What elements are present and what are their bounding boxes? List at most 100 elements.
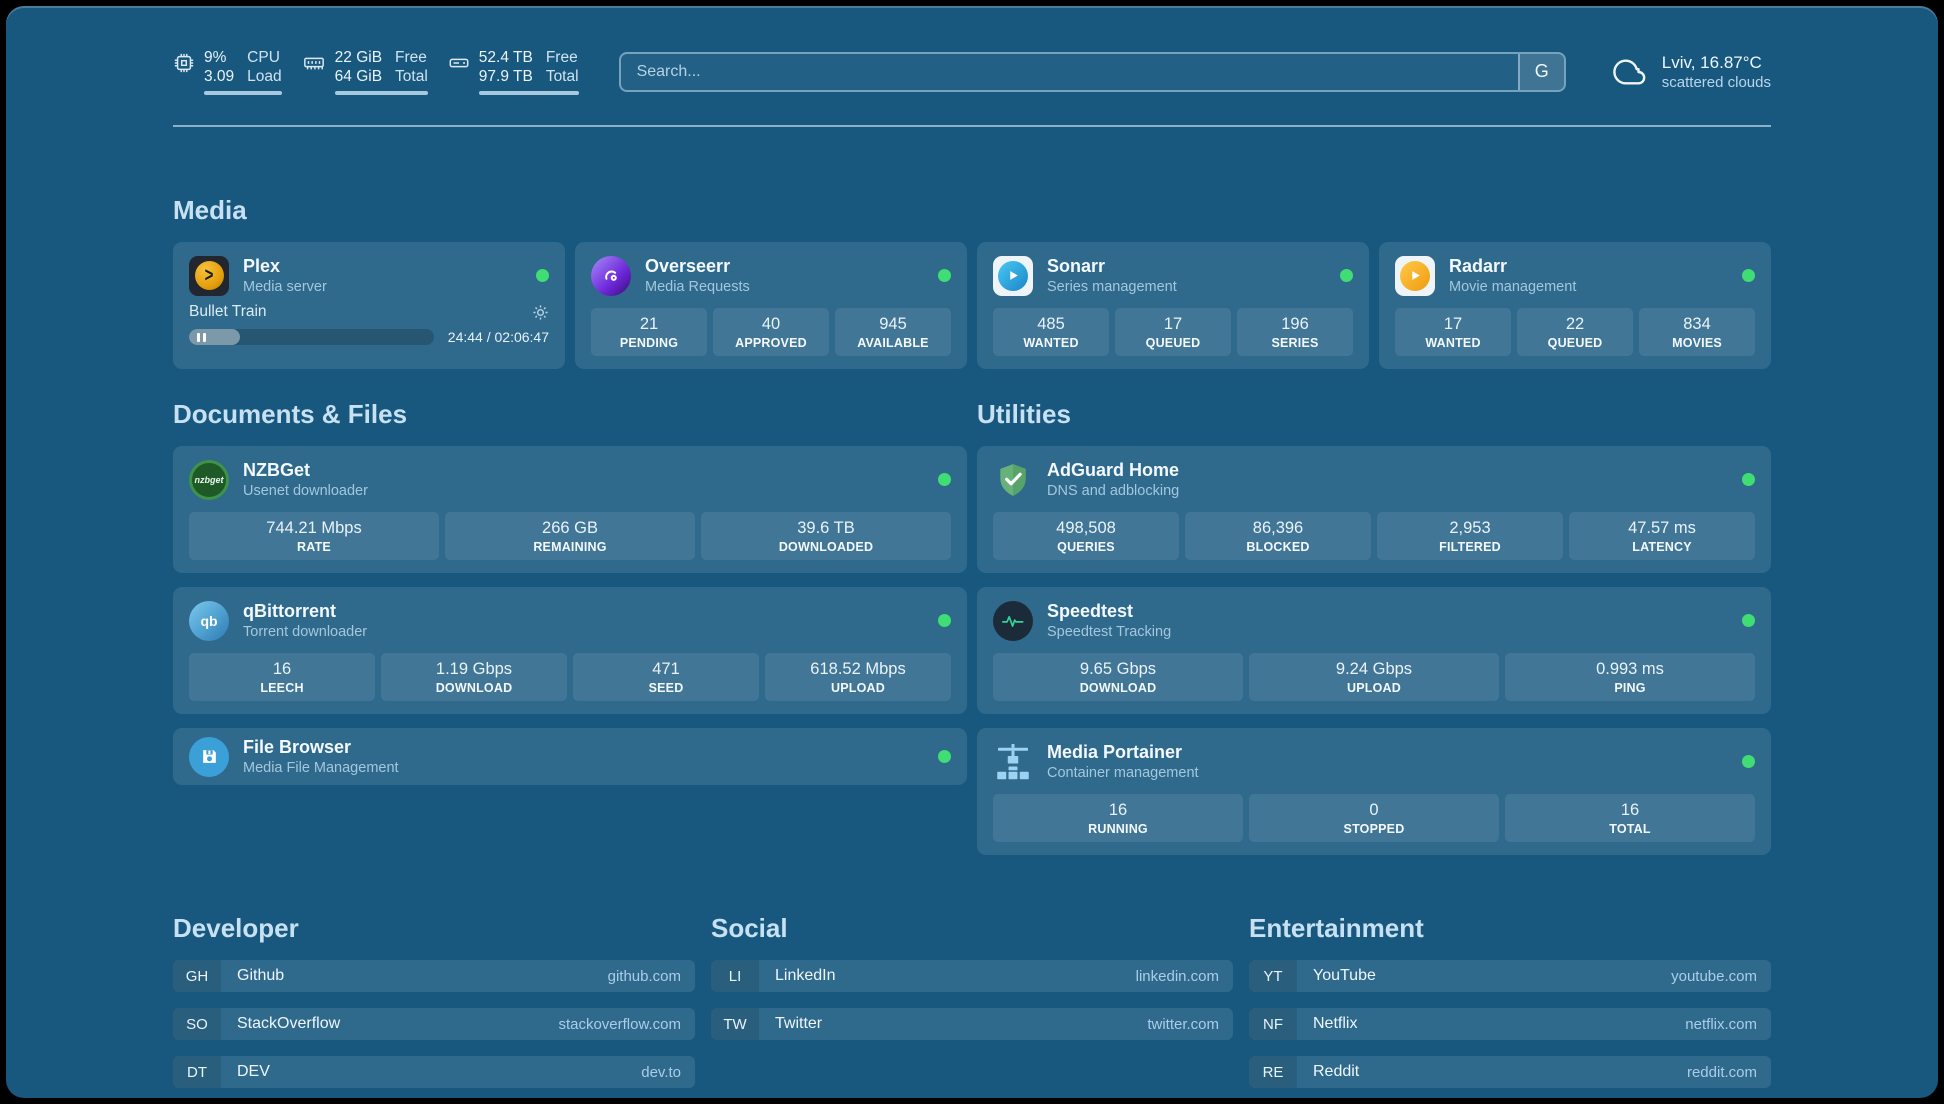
service-name: File Browser: [243, 737, 352, 757]
stat-label: FILTERED: [1439, 540, 1501, 554]
stat-value: 266 GB: [542, 519, 598, 537]
playback-time: 24:44 / 02:06:47: [447, 329, 549, 345]
plex-icon-circle: >: [194, 261, 224, 290]
bookmark-name: DEV: [237, 1063, 270, 1080]
status-dot: [1742, 269, 1755, 282]
stat-label: LEECH: [260, 681, 304, 695]
memory-rows: 22 GiB 64 GiB Free Total: [335, 48, 428, 86]
stat-value: 39.6 TB: [797, 519, 855, 537]
service-name: AdGuard Home: [1047, 460, 1180, 480]
plex-chevron-icon: >: [204, 264, 214, 287]
bookmark-abbr: YT: [1249, 960, 1297, 992]
stat-download: 1.19 Gbps DOWNLOAD: [381, 653, 567, 701]
nzbget-icon: nzbget: [189, 459, 229, 500]
media-grid: > Plex Media server Bullet Train: [173, 242, 1771, 369]
bookmark-group-entertainment: Entertainment YT YouTube youtube.com NF …: [1249, 913, 1771, 1088]
service-card-filebrowser[interactable]: File Browser Media File Management: [173, 728, 967, 785]
service-description: Usenet downloader: [243, 483, 368, 499]
service-card-qbittorrent[interactable]: qb qBittorrent Torrent downloader: [173, 587, 967, 714]
bookmark-abbr: TW: [711, 1008, 759, 1040]
stat-label: QUERIES: [1057, 540, 1115, 554]
service-description: Speedtest Tracking: [1047, 624, 1172, 640]
memory-label-bottom: Total: [395, 68, 428, 85]
stat-available: 945 AVAILABLE: [835, 308, 951, 356]
status-dot: [536, 269, 549, 282]
stat-value: 47.57 ms: [1628, 519, 1696, 537]
stat-label: LATENCY: [1632, 540, 1692, 554]
pause-icon[interactable]: [203, 332, 206, 342]
service-description: Movie management: [1449, 279, 1577, 295]
social-bookmark-list: LI LinkedIn linkedin.com TW Twitter twit…: [711, 960, 1233, 1040]
plex-titles: Plex Media server: [243, 255, 536, 296]
service-name: Plex: [243, 256, 281, 276]
developer-group-title: Developer: [173, 913, 299, 943]
service-description: Media Requests: [645, 279, 750, 295]
bookmark-stackoverflow[interactable]: SO StackOverflow stackoverflow.com: [173, 1008, 695, 1040]
header-divider: [173, 125, 1771, 127]
bookmark-netflix[interactable]: NF Netflix netflix.com: [1249, 1008, 1771, 1040]
service-card-overseerr[interactable]: Overseerr Media Requests 21 PENDING 40 A…: [575, 242, 967, 369]
bookmark-abbr: LI: [711, 960, 759, 992]
bookmark-linkedin[interactable]: LI LinkedIn linkedin.com: [711, 960, 1233, 992]
playback-progress-bar[interactable]: [189, 329, 434, 345]
plex-settings-button[interactable]: [532, 304, 549, 321]
service-card-sonarr[interactable]: Sonarr Series management 485 WANTED 17 Q…: [977, 242, 1369, 369]
service-description: Container management: [1047, 765, 1199, 781]
stat-series: 196 SERIES: [1237, 308, 1353, 356]
pause-icon[interactable]: [197, 332, 200, 342]
search-bar: G: [618, 51, 1566, 92]
nzbget-icon-circle: nzbget: [189, 459, 229, 500]
bookmark-reddit[interactable]: RE Reddit reddit.com: [1249, 1056, 1771, 1088]
service-card-nzbget[interactable]: nzbget NZBGet Usenet downloader 74: [173, 446, 967, 573]
speedtest-card-head: Speedtest Speedtest Tracking: [993, 600, 1755, 641]
stat-upload: 618.52 Mbps UPLOAD: [765, 653, 951, 701]
player-row: 24:44 / 02:06:47: [189, 329, 549, 345]
memory-free-value: 22 GiB: [334, 49, 383, 66]
stat-label: RUNNING: [1088, 822, 1148, 836]
memory-values: 22 GiB 64 GiB: [335, 48, 382, 86]
stat-label: SERIES: [1271, 336, 1319, 350]
bookmark-youtube[interactable]: YT YouTube youtube.com: [1249, 960, 1771, 992]
service-card-speedtest[interactable]: Speedtest Speedtest Tracking 9.65 Gbps D…: [977, 587, 1771, 714]
stat-value: 40: [761, 315, 781, 333]
stat-value: 9.65 Gbps: [1079, 660, 1157, 678]
radarr-titles: Radarr Movie management: [1449, 255, 1742, 296]
stat-label: STOPPED: [1343, 822, 1405, 836]
disk-icon: [448, 52, 470, 74]
overseerr-icon: [591, 255, 631, 296]
bookmark-abbr: SO: [173, 1008, 221, 1040]
documents-column: Documents & Files nzbget NZBGet: [173, 399, 967, 855]
service-card-portainer[interactable]: Media Portainer Container management 16 …: [977, 728, 1771, 855]
service-description: DNS and adblocking: [1047, 483, 1180, 499]
memory-label-top: Free: [395, 49, 427, 66]
stat-label: SEED: [648, 681, 684, 695]
service-card-adguard[interactable]: AdGuard Home DNS and adblocking 498,508 …: [977, 446, 1771, 573]
stat-value: 618.52 Mbps: [810, 660, 906, 678]
stat-value: 196: [1281, 315, 1309, 333]
documents-cards: nzbget NZBGet Usenet downloader 74: [173, 446, 967, 785]
bookmark-name: LinkedIn: [775, 967, 836, 984]
stat-label: QUEUED: [1145, 336, 1201, 350]
entertainment-bookmark-list: YT YouTube youtube.com NF Netflix netfli…: [1249, 960, 1771, 1088]
weather-widget[interactable]: Lviv, 16.87°C scattered clouds: [1610, 52, 1771, 92]
qbittorrent-icon: qb: [189, 600, 229, 641]
social-group-title: Social: [711, 913, 788, 943]
stat-label: DOWNLOADED: [778, 540, 874, 554]
bookmark-dev[interactable]: DT DEV dev.to: [173, 1056, 695, 1088]
bookmark-github[interactable]: GH Github github.com: [173, 960, 695, 992]
stat-value: 2,953: [1449, 519, 1491, 537]
service-card-plex[interactable]: > Plex Media server Bullet Train: [173, 242, 565, 369]
speedtest-titles: Speedtest Speedtest Tracking: [1047, 600, 1742, 641]
search-provider-button[interactable]: G: [1517, 53, 1564, 90]
weather-condition: scattered clouds: [1661, 73, 1771, 91]
entertainment-group-title: Entertainment: [1249, 913, 1424, 943]
service-name: Speedtest: [1047, 601, 1134, 621]
service-card-radarr[interactable]: Radarr Movie management 17 WANTED 22 QUE…: [1379, 242, 1771, 369]
bookmark-twitter[interactable]: TW Twitter twitter.com: [711, 1008, 1233, 1040]
stat-value: 17: [1163, 315, 1183, 333]
adguard-shield-icon: [993, 460, 1033, 500]
stat-rate: 744.21 Mbps RATE: [189, 512, 439, 560]
bookmark-abbr: GH: [173, 960, 221, 992]
search-input[interactable]: [620, 53, 1518, 90]
memory-widget: 22 GiB 64 GiB Free Total: [302, 48, 428, 95]
